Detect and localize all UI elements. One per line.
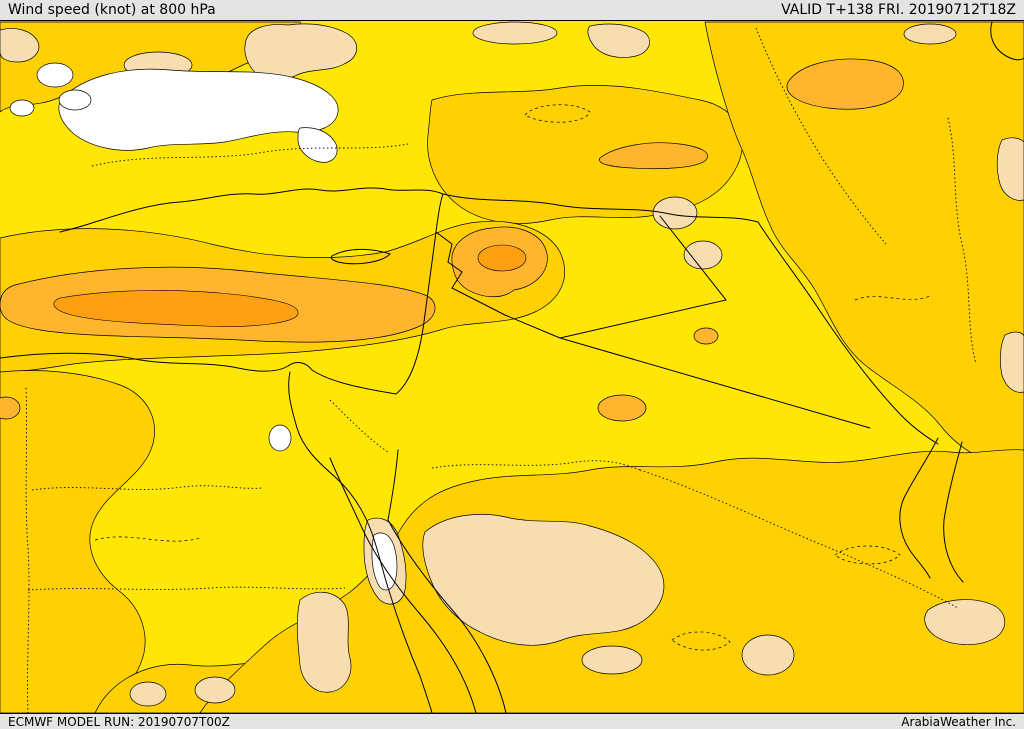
caspian-coastline: [990, 21, 1024, 61]
jordan-borders: [435, 231, 561, 339]
contour-blob: [704, 21, 1024, 463]
border-dotted: [431, 460, 641, 471]
contour-blob: [296, 592, 352, 693]
contour-blob: [0, 28, 40, 63]
gulf-of-suez: [329, 457, 363, 529]
contour-core: [53, 290, 299, 327]
dashed-contour: [834, 545, 901, 565]
cream-contours: [0, 21, 1024, 707]
border-dotted: [639, 469, 959, 609]
country-borders-dotted: [25, 27, 977, 714]
contour-blob: [996, 137, 1024, 201]
orange-core-contours: [53, 244, 527, 327]
contour-blob: [597, 394, 647, 422]
contour-blob: [693, 327, 719, 345]
contour-blob: [422, 513, 665, 646]
coastlines-and-borders: [0, 21, 1024, 714]
persian-gulf-east-coast: [943, 441, 964, 583]
border-dotted: [25, 387, 30, 714]
cyprus-island: [330, 248, 391, 265]
contour-blob: [587, 23, 650, 58]
contour-blob: [683, 240, 723, 270]
orange-contours: [0, 58, 904, 422]
dashed-contour: [671, 631, 731, 651]
header-bar: Wind speed (knot) at 800 hPa VALID T+138…: [0, 0, 1024, 21]
dashed-contour-lines: [94, 104, 931, 651]
red-sea-east-coast: [387, 519, 507, 714]
contour-blob: [0, 396, 21, 420]
map-title: Wind speed (knot) at 800 hPa: [8, 2, 216, 18]
contour-blob: [244, 23, 357, 81]
contour-blob: [741, 634, 795, 676]
nile-river: [288, 371, 433, 714]
contour-blob: [58, 89, 92, 111]
iraq-iran-border: [757, 221, 939, 445]
contour-blob: [999, 331, 1024, 393]
contour-blob: [581, 645, 643, 675]
gulf-of-aqaba: [387, 449, 399, 521]
contour-blob: [0, 370, 155, 714]
contour-blob: [599, 142, 708, 170]
persian-gulf-west-coast: [899, 437, 939, 579]
turkey-south-coastline: [59, 187, 444, 233]
contour-blob: [36, 62, 74, 88]
dashed-contour: [854, 295, 931, 301]
contour-blob: [9, 99, 35, 117]
contour-blob: [129, 681, 167, 707]
model-run-label: ECMWF MODEL RUN: 20190707T00Z: [8, 714, 230, 729]
brand-label: ArabiaWeather Inc.: [901, 714, 1016, 729]
border-dotted: [27, 586, 346, 591]
syria-iraq-border: [559, 215, 727, 339]
contour-blob: [194, 676, 236, 704]
valid-time-label: VALID T+138 FRI. 20190712T18Z: [781, 2, 1016, 18]
gold-contours: [0, 21, 1024, 714]
border-dotted: [755, 27, 887, 245]
red-sea-west-coast: [361, 527, 477, 714]
contour-blob: [268, 424, 292, 452]
saudi-iraq-border: [559, 337, 871, 429]
border-dotted: [31, 485, 263, 491]
contour-blob: [371, 532, 398, 591]
white-contours: [9, 62, 398, 591]
contour-blob: [924, 599, 1006, 645]
contour-core: [477, 244, 527, 272]
contour-blob: [472, 21, 558, 45]
contour-blob: [297, 127, 338, 163]
mediterranean-coastline: [0, 193, 444, 395]
border-dotted: [947, 117, 977, 365]
dashed-contour: [524, 104, 591, 123]
border-dotted: [91, 143, 409, 167]
turkey-syria-border: [442, 193, 759, 223]
contour-blob: [652, 196, 698, 230]
contour-blob: [786, 58, 904, 110]
footer-bar: ECMWF MODEL RUN: 20190707T00Z ArabiaWeat…: [0, 713, 1024, 729]
contour-blob: [903, 23, 957, 45]
